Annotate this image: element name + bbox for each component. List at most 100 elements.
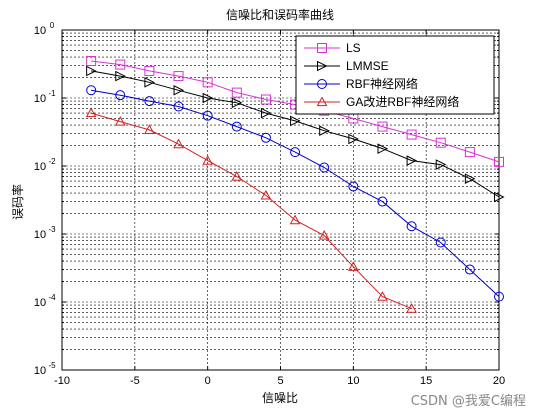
data-point: [260, 94, 271, 105]
legend-entry: RBF神经网络: [304, 76, 418, 91]
series-2: [86, 65, 505, 203]
y-tick-exponent: -3: [48, 225, 56, 234]
data-point: [202, 92, 214, 104]
data-point: [464, 264, 475, 275]
data-point: [406, 221, 417, 232]
legend-entry: LMMSE: [304, 59, 389, 73]
data-point: [115, 59, 126, 70]
y-tick-label: 10: [34, 25, 46, 37]
data-point: [260, 132, 271, 143]
series-3: [86, 85, 504, 302]
data-point: [231, 97, 243, 109]
x-axis-title: 信噪比: [262, 391, 298, 405]
data-point: [290, 147, 301, 158]
data-point: [202, 110, 213, 121]
data-point: [86, 85, 97, 96]
data-point: [144, 65, 155, 76]
series-line: [90, 112, 412, 310]
y-tick-label: 10: [34, 161, 46, 173]
y-tick-exponent: 0: [50, 21, 55, 30]
data-point: [348, 133, 359, 145]
legend-entry: LS: [304, 41, 361, 55]
data-point: [115, 70, 126, 82]
x-tick-label: 20: [493, 375, 505, 387]
data-point: [86, 56, 97, 67]
y-tick-label: 10: [34, 93, 46, 105]
legend-label: LMMSE: [346, 59, 389, 73]
x-tick-label: 5: [277, 375, 283, 387]
legend-label: RBF神经网络: [346, 76, 418, 91]
data-point: [115, 90, 126, 101]
legend-box: [295, 35, 495, 115]
x-tick-label: -5: [130, 375, 140, 387]
series-line: [91, 70, 500, 198]
data-point: [348, 181, 359, 192]
series-line: [91, 89, 500, 297]
data-point: [260, 107, 272, 119]
legend-label: LS: [346, 41, 361, 55]
y-tick-exponent: -1: [48, 89, 56, 98]
data-point: [319, 162, 330, 173]
y-tick-label: 10: [34, 365, 46, 377]
x-tick-label: -10: [54, 375, 70, 387]
legend: LS LMMSE RBF神经网络 GA改进RBF神经网络: [295, 35, 495, 115]
data-point: [406, 129, 417, 140]
legend-entry: GA改进RBF神经网络: [304, 94, 459, 109]
data-point: [85, 107, 97, 118]
data-point: [231, 87, 242, 98]
data-point: [377, 143, 389, 154]
data-point: [318, 229, 330, 240]
x-tick-label: 10: [347, 375, 359, 387]
y-tick-exponent: -5: [48, 361, 56, 370]
data-point: [494, 291, 504, 302]
x-tick-label: 0: [205, 375, 211, 387]
watermark-text: CSDN @我爱C编程: [410, 394, 526, 409]
data-point: [290, 115, 301, 127]
legend-label: GA改进RBF神经网络: [346, 94, 459, 109]
data-point: [260, 189, 272, 200]
data-point: [289, 214, 301, 225]
data-point: [435, 237, 446, 248]
data-point: [114, 116, 126, 126]
y-axis-title: 误码率: [10, 184, 25, 220]
data-point: [144, 77, 156, 88]
data-point: [202, 77, 213, 88]
data-point: [347, 261, 359, 271]
data-point: [435, 159, 447, 170]
data-point: [406, 303, 417, 313]
y-tick-exponent: -4: [48, 293, 56, 302]
data-point: [435, 137, 446, 148]
y-tick-label: 10: [34, 297, 46, 309]
data-point: [173, 101, 184, 112]
data-point: [377, 291, 388, 301]
legend-swatch-marker: [317, 60, 328, 72]
data-point: [231, 121, 242, 132]
data-point: [173, 84, 185, 96]
data-point: [86, 65, 97, 77]
legend-swatch-marker: [317, 79, 327, 89]
series-1: [86, 56, 504, 167]
legend-swatch-marker: [317, 43, 327, 53]
data-point: [173, 71, 184, 82]
data-point: [377, 121, 388, 132]
series-group: [85, 56, 505, 313]
data-point: [464, 173, 476, 185]
y-tick-label: 10: [34, 229, 46, 241]
series-4: [85, 107, 417, 313]
data-point: [202, 155, 214, 165]
chart-title: 信噪比和误码率曲线: [226, 7, 334, 22]
data-point: [494, 156, 504, 167]
y-tick-exponent: -2: [48, 157, 56, 166]
data-point: [406, 155, 418, 166]
data-point: [494, 191, 505, 203]
data-point: [231, 171, 243, 181]
series-line: [91, 60, 500, 163]
x-tick-label: 15: [420, 375, 432, 387]
legend-swatch-marker: [316, 96, 328, 107]
data-point: [144, 124, 155, 134]
data-point: [319, 125, 330, 137]
data-point: [173, 138, 184, 149]
data-point: [464, 147, 475, 158]
